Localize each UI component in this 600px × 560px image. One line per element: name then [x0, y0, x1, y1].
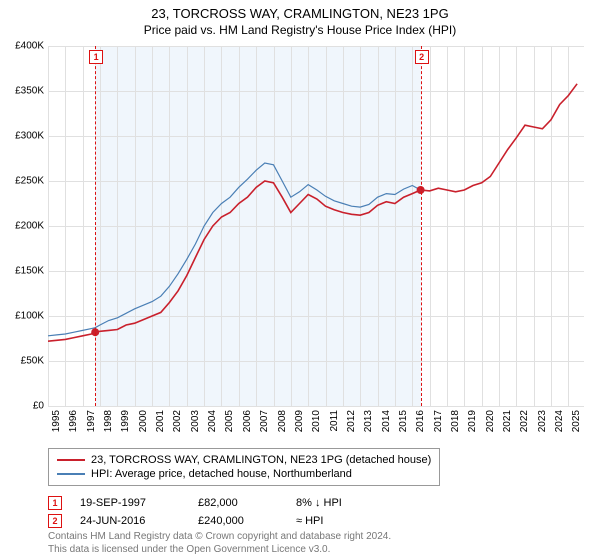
x-tick-label: 2016: [415, 410, 426, 432]
marker-line: [421, 46, 422, 406]
legend-swatch: [57, 473, 85, 475]
legend-box: 23, TORCROSS WAY, CRAMLINGTON, NE23 1PG …: [48, 448, 440, 486]
x-tick-label: 2024: [554, 410, 565, 432]
x-tick-label: 2006: [242, 410, 253, 432]
x-tick-label: 2020: [485, 410, 496, 432]
x-tick-label: 1999: [120, 410, 131, 432]
chart-container: 23, TORCROSS WAY, CRAMLINGTON, NE23 1PG …: [0, 0, 600, 560]
x-tick-label: 1995: [51, 410, 62, 432]
x-tick-label: 2002: [172, 410, 183, 432]
row-delta: ≈ HPI: [296, 515, 323, 527]
y-tick-label: £350K: [15, 86, 44, 97]
y-tick-label: £150K: [15, 266, 44, 277]
table-row: 1 19-SEP-1997 £82,000 8% ↓ HPI: [48, 494, 584, 512]
x-tick-label: 2000: [138, 410, 149, 432]
x-tick-label: 2025: [571, 410, 582, 432]
legend-row: 23, TORCROSS WAY, CRAMLINGTON, NE23 1PG …: [57, 453, 431, 467]
row-price: £82,000: [198, 497, 278, 509]
y-tick-label: £400K: [15, 41, 44, 52]
x-tick-label: 2007: [259, 410, 270, 432]
x-tick-label: 2018: [450, 410, 461, 432]
legend-block: 23, TORCROSS WAY, CRAMLINGTON, NE23 1PG …: [48, 448, 584, 530]
legend-row: HPI: Average price, detached house, Nort…: [57, 467, 431, 481]
series-price_paid: [48, 84, 577, 341]
row-price: £240,000: [198, 515, 278, 527]
x-tick-label: 2015: [398, 410, 409, 432]
chart-subtitle: Price paid vs. HM Land Registry's House …: [0, 23, 600, 37]
y-tick-label: £300K: [15, 131, 44, 142]
series-hpi: [48, 163, 421, 336]
row-date: 19-SEP-1997: [80, 497, 180, 509]
x-tick-label: 1998: [103, 410, 114, 432]
footer-attribution: Contains HM Land Registry data © Crown c…: [48, 530, 391, 556]
row-marker-icon: 2: [48, 514, 62, 528]
x-tick-label: 2009: [294, 410, 305, 432]
x-tick-label: 2023: [537, 410, 548, 432]
x-tick-label: 1996: [68, 410, 79, 432]
x-tick-label: 2022: [519, 410, 530, 432]
transactions-table: 1 19-SEP-1997 £82,000 8% ↓ HPI 2 24-JUN-…: [48, 494, 584, 530]
y-tick-label: £250K: [15, 176, 44, 187]
marker-line: [95, 46, 96, 406]
y-tick-label: £100K: [15, 311, 44, 322]
line-plot: [48, 46, 584, 406]
row-date: 24-JUN-2016: [80, 515, 180, 527]
x-tick-label: 2003: [190, 410, 201, 432]
chart-title: 23, TORCROSS WAY, CRAMLINGTON, NE23 1PG: [0, 0, 600, 21]
x-tick-label: 2019: [467, 410, 478, 432]
x-tick-label: 1997: [86, 410, 97, 432]
x-tick-label: 2021: [502, 410, 513, 432]
x-tick-label: 2017: [433, 410, 444, 432]
x-tick-label: 2008: [277, 410, 288, 432]
x-tick-label: 2001: [155, 410, 166, 432]
x-tick-label: 2010: [311, 410, 322, 432]
y-tick-label: £200K: [15, 221, 44, 232]
footer-line: This data is licensed under the Open Gov…: [48, 543, 391, 556]
footer-line: Contains HM Land Registry data © Crown c…: [48, 530, 391, 543]
x-tick-label: 2013: [363, 410, 374, 432]
x-tick-label: 2014: [381, 410, 392, 432]
legend-label: HPI: Average price, detached house, Nort…: [91, 468, 352, 480]
legend-swatch: [57, 459, 85, 461]
y-tick-label: £50K: [21, 356, 44, 367]
y-tick-label: £0: [33, 401, 44, 412]
marker-badge: 1: [89, 50, 103, 64]
x-tick-label: 2011: [329, 410, 340, 432]
x-tick-label: 2004: [207, 410, 218, 432]
x-tick-label: 2012: [346, 410, 357, 432]
row-delta: 8% ↓ HPI: [296, 497, 342, 509]
legend-label: 23, TORCROSS WAY, CRAMLINGTON, NE23 1PG …: [91, 454, 431, 466]
plot-area: 12 £0£50K£100K£150K£200K£250K£300K£350K£…: [48, 46, 584, 406]
x-tick-label: 2005: [224, 410, 235, 432]
table-row: 2 24-JUN-2016 £240,000 ≈ HPI: [48, 512, 584, 530]
row-marker-icon: 1: [48, 496, 62, 510]
marker-badge: 2: [415, 50, 429, 64]
